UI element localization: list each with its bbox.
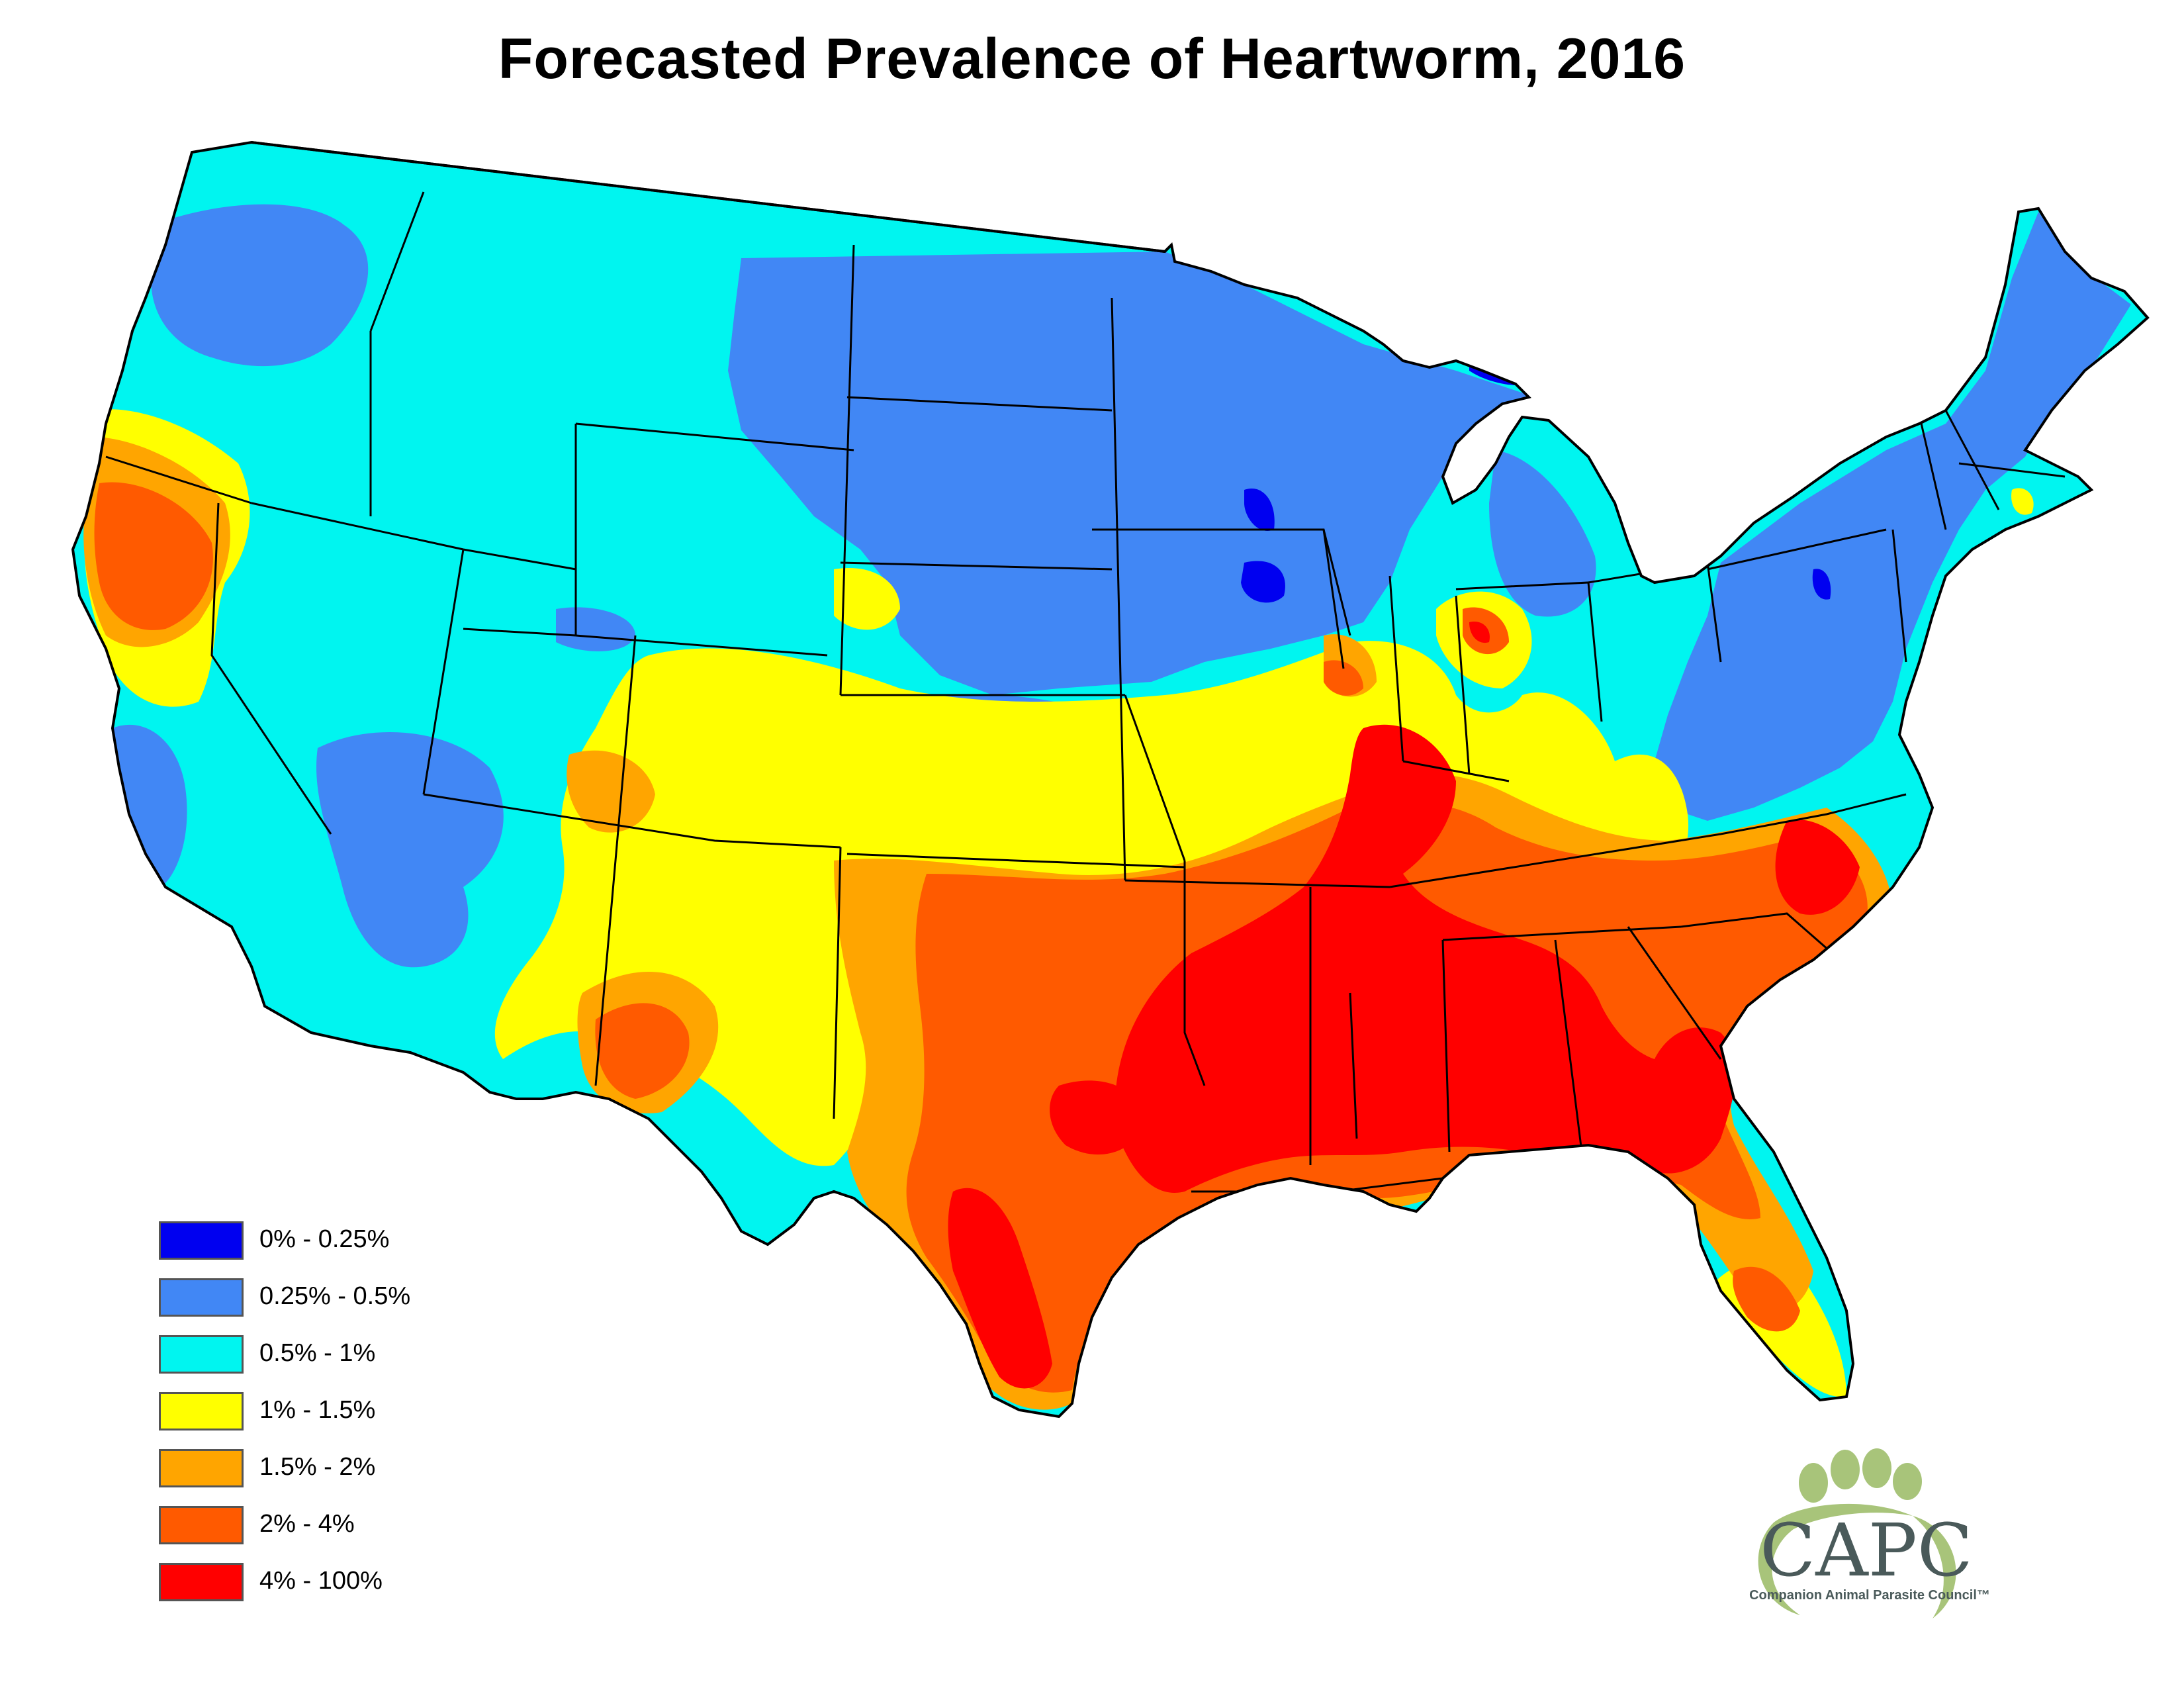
legend-label: 0.25% - 0.5% (259, 1282, 411, 1310)
legend-label: 4% - 100% (259, 1567, 383, 1595)
legend-swatch (159, 1563, 244, 1601)
legend-label: 1% - 1.5% (259, 1396, 376, 1424)
logo-tagline: Companion Animal Parasite Council™ (1749, 1588, 1990, 1603)
legend-swatch (159, 1278, 244, 1317)
legend-label: 0.5% - 1% (259, 1339, 376, 1367)
legend-swatch (159, 1506, 244, 1544)
map-title: Forecasted Prevalence of Heartworm, 2016 (498, 27, 1686, 91)
logo-wordmark: CAPC (1760, 1508, 1973, 1593)
legend-swatch (159, 1392, 244, 1430)
paw-print-icon (1758, 1448, 1956, 1618)
legend-label: 2% - 4% (259, 1510, 355, 1538)
legend-swatch (159, 1221, 244, 1260)
legend-label: 1.5% - 2% (259, 1453, 376, 1481)
capc-logo: CAPC Companion Animal Parasite Council™ (1749, 1448, 1990, 1618)
legend-label: 0% - 0.25% (259, 1225, 390, 1253)
legend-swatch (159, 1335, 244, 1374)
legend-swatch (159, 1449, 244, 1487)
